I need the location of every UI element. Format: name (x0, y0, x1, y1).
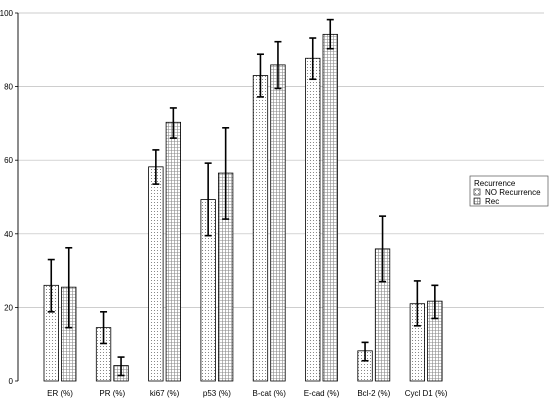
x-category-label: E-cad (%) (304, 389, 340, 398)
bar-no-recurrence (148, 166, 164, 382)
bar-rec (165, 121, 182, 382)
legend: Recurrence NO Recurrence Rec (469, 175, 549, 207)
bar-rec (322, 33, 338, 382)
legend-label-no-recurrence: NO Recurrence (485, 188, 541, 197)
category-labels: ER (%) PR (%) ki67 (%) p53 (%) B-cat (%) E-ca… (47, 389, 448, 398)
x-category-label: PR (%) (99, 389, 125, 398)
x-category-label: ER (%) (47, 389, 73, 398)
tick-labels: 0 20 40 60 80 100 (0, 9, 14, 386)
bar-no-recurrence (252, 75, 269, 382)
bar-no-recurrence (305, 57, 321, 382)
legend-label-rec: Rec (485, 197, 499, 206)
y-tick-label: 60 (4, 156, 13, 165)
y-tick-label: 100 (0, 9, 14, 18)
legend-swatch-no-recurrence (473, 188, 481, 196)
bars (43, 33, 443, 382)
error-bars (47, 18, 439, 377)
x-category-label: Cycl D1 (%) (405, 389, 448, 398)
y-tick-label: 80 (4, 83, 13, 92)
axes (15, 12, 19, 382)
legend-box (469, 175, 549, 207)
legend-title: Recurrence (474, 179, 516, 188)
y-tick-label: 40 (4, 230, 13, 239)
x-category-label: Bcl-2 (%) (357, 389, 390, 398)
x-category-label: ki67 (%) (150, 389, 180, 398)
x-category-label: p53 (%) (203, 389, 231, 398)
y-tick-label: 0 (9, 377, 14, 386)
y-tick-label: 20 (4, 303, 13, 312)
x-category-label: B-cat (%) (253, 389, 287, 398)
legend-swatch-rec (473, 197, 481, 205)
bar-rec (270, 64, 286, 382)
